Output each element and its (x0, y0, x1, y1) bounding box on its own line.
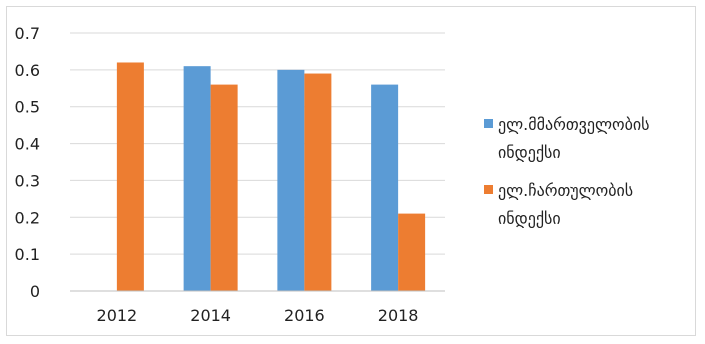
legend-label: ინდექსი (498, 143, 561, 162)
bars (116, 62, 426, 292)
x-tick-label: 2018 (378, 306, 419, 325)
y-axis-tick-labels: 0 0.1 0.2 0.3 0.4 0.5 0.6 0.7 (15, 24, 40, 301)
bar-eparticipation-2018 (398, 213, 426, 291)
y-tick-label: 0.1 (15, 245, 40, 264)
y-tick-label: 0.5 (15, 98, 40, 117)
legend-label: ინდექსი (498, 209, 561, 228)
y-tick-label: 0.3 (15, 171, 40, 190)
y-tick-label: 0.4 (15, 135, 40, 154)
legend-label: ელ.ჩართულობის (498, 181, 633, 200)
legend-swatch (484, 185, 493, 194)
legend-swatch (484, 119, 493, 128)
bar-eparticipation-2014 (210, 84, 238, 291)
x-tick-label: 2016 (284, 306, 325, 325)
bar-egovernment-2016 (277, 69, 305, 291)
y-tick-label: 0.6 (15, 61, 40, 80)
x-axis-tick-labels: 2012 2014 2016 2018 (97, 306, 419, 325)
bar-egovernment-2018 (371, 84, 399, 291)
bar-eparticipation-2016 (304, 73, 332, 292)
legend: ელ.მმართველობის ინდექსი ელ.ჩართულობის ინდექ… (484, 115, 650, 228)
x-tick-label: 2012 (97, 306, 138, 325)
y-tick-label: 0 (30, 282, 40, 301)
bar-eparticipation-2012 (116, 62, 144, 291)
y-tick-label: 0.2 (15, 208, 40, 227)
legend-label: ელ.მმართველობის (498, 115, 650, 134)
x-tick-label: 2014 (190, 306, 231, 325)
bar-egovernment-2014 (183, 66, 211, 292)
y-tick-label: 0.7 (15, 24, 40, 43)
